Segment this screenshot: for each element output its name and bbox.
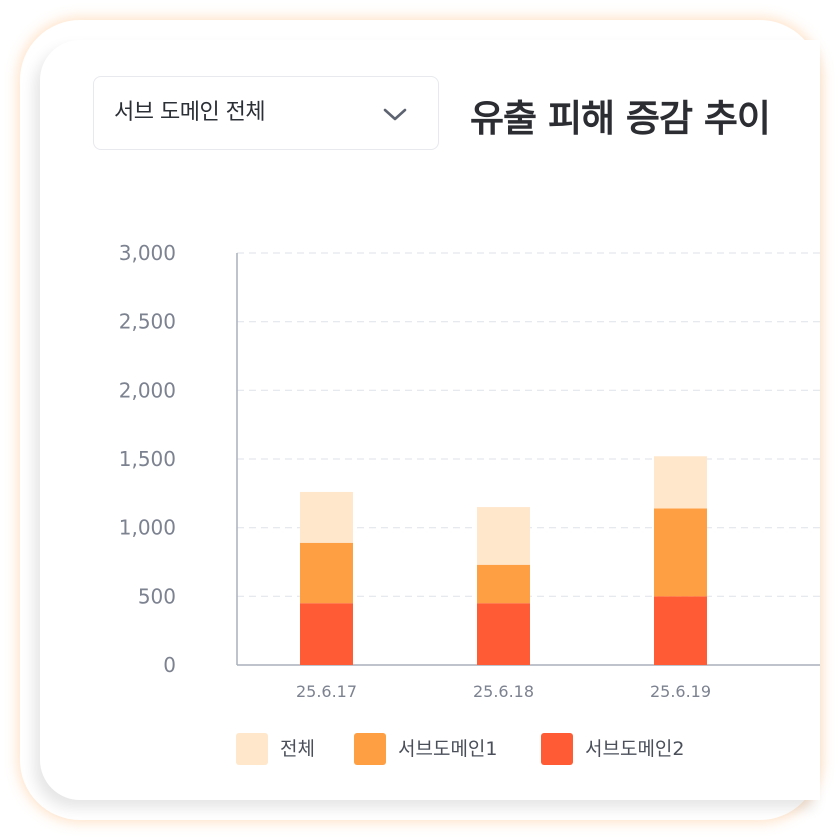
bar-segment-2[interactable] [654,508,707,597]
subdomain-select-label: 서브 도메인 전체 [114,100,266,125]
y-tick-label: 1,000 [119,516,176,540]
bar-segment-3[interactable] [300,491,353,543]
y-tick-label: 2,500 [119,310,176,334]
x-tick-label: 25.6.17 [296,682,357,701]
x-tick-label: 25.6.18 [473,682,534,701]
y-tick-label: 500 [138,584,176,608]
legend-swatch [354,733,386,765]
x-tick-label: 25.6.19 [650,682,711,701]
bar-segment-3[interactable] [654,456,707,509]
legend-label: 서브도메인2 [585,738,685,760]
bar-segment-1[interactable] [477,603,530,665]
y-tick-label: 3,000 [119,241,176,265]
legend-swatch [236,733,268,765]
legend-swatch [541,733,573,765]
y-tick-label: 2,000 [119,378,176,402]
legend-label: 전체 [280,738,315,760]
bar-segment-2[interactable] [300,542,353,604]
legend-label: 서브도메인1 [398,738,498,760]
chevron-down-icon [383,108,407,121]
chart-title: 유출 피해 증감 추이 [470,97,771,140]
chart-card [40,40,820,800]
bar-segment-2[interactable] [477,564,530,604]
bar-segment-1[interactable] [654,596,707,665]
bar-segment-3[interactable] [477,507,530,565]
subdomain-select[interactable]: 서브 도메인 전체 [93,76,439,150]
y-tick-label: 0 [163,653,176,677]
y-tick-label: 1,500 [119,447,176,471]
bar-segment-1[interactable] [300,603,353,665]
